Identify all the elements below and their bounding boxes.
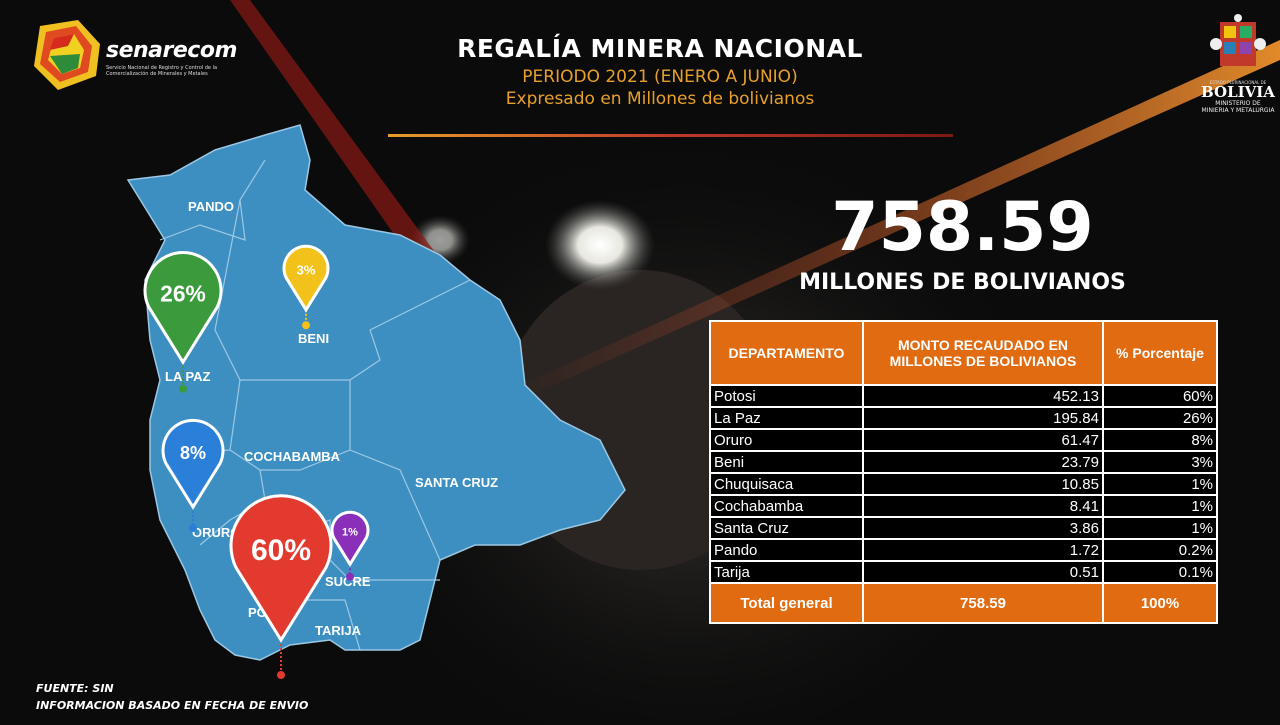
bolivia-emblem-icon: [1210, 14, 1266, 66]
map-label-cochabamba: COCHABAMBA: [244, 449, 341, 464]
amount-cell: 10.85: [862, 472, 1104, 496]
title-divider: [388, 134, 953, 137]
header: REGALÍA MINERA NACIONAL PERIODO 2021 (EN…: [390, 34, 930, 109]
header-monto: MONTO RECAUDADO EN MILLONES DE BOLIVIANO…: [862, 320, 1104, 386]
map-label-pando: PANDO: [188, 199, 234, 214]
table-row: Potosi 452.13 60%: [709, 384, 1218, 408]
percent-cell: 0.2%: [1102, 538, 1218, 562]
table-row: Chuquisaca 10.85 1%: [709, 472, 1218, 496]
amount-cell: 452.13: [862, 384, 1104, 408]
amount-cell: 23.79: [862, 450, 1104, 474]
gov-line4: MINIERIA Y METALURGIA: [1201, 107, 1275, 114]
gov-line3: MINISTERIO DE: [1215, 100, 1261, 107]
percent-cell: 1%: [1102, 516, 1218, 540]
percent-cell: 3%: [1102, 450, 1218, 474]
source-info-line: INFORMACION BASADO EN FECHA DE ENVIO: [36, 699, 309, 712]
map-pin-la-paz: 26%: [143, 251, 223, 393]
total-unit: MILLONES DE BOLIVIANOS: [799, 270, 1126, 295]
total-amount: 758.59: [862, 582, 1104, 624]
table-row: Beni 23.79 3%: [709, 450, 1218, 474]
source-note: FUENTE: SIN INFORMACION BASADO EN FECHA …: [36, 680, 308, 714]
percent-cell: 26%: [1102, 406, 1218, 430]
amount-cell: 61.47: [862, 428, 1104, 452]
total-label: Total general: [709, 582, 864, 624]
royalty-table: DEPARTAMENTO MONTO RECAUDADO EN MILLONES…: [709, 320, 1218, 624]
amount-cell: 8.41: [862, 494, 1104, 518]
dept-cell: Beni: [709, 450, 864, 474]
map-label-tarija: TARIJA: [315, 623, 362, 638]
amount-cell: 3.86: [862, 516, 1104, 540]
dept-cell: Oruro: [709, 428, 864, 452]
amount-cell: 195.84: [862, 406, 1104, 430]
map-label-la-paz: LA PAZ: [165, 369, 211, 384]
gov-line2: BOLIVIA: [1201, 83, 1275, 101]
pin-percent: 1%: [342, 526, 358, 538]
unit-note: Expresado en Millones de bolivianos: [505, 89, 815, 109]
percent-cell: 1%: [1102, 494, 1218, 518]
map-pin-sucre: 1%: [330, 510, 370, 581]
senarecom-logo: senarecom Servicio Nacional de Registro …: [28, 16, 248, 96]
logo-subtitle: Servicio Nacional de Registro y Control …: [106, 65, 218, 77]
dept-cell: Chuquisaca: [709, 472, 864, 496]
pin-percent: 26%: [160, 280, 206, 306]
map-label-sucre: SUCRE: [325, 574, 371, 589]
map-label-oruro: ORURO: [192, 525, 240, 540]
total-value: 758.59: [831, 188, 1094, 267]
dept-cell: Tarija: [709, 560, 864, 584]
table-row: Cochabamba 8.41 1%: [709, 494, 1218, 518]
map-label-santa-cruz: SANTA CRUZ: [415, 475, 498, 490]
map-pin-potos-: 60%: [229, 494, 333, 679]
map-label-beni: BENI: [298, 331, 329, 346]
percent-cell: 0.1%: [1102, 560, 1218, 584]
percent-cell: 60%: [1102, 384, 1218, 408]
dept-cell: Potosi: [709, 384, 864, 408]
source-line: FUENTE: SIN: [36, 682, 114, 695]
table-row: La Paz 195.84 26%: [709, 406, 1218, 430]
dept-cell: La Paz: [709, 406, 864, 430]
percent-cell: 8%: [1102, 428, 1218, 452]
pin-percent: 8%: [180, 443, 206, 463]
map-pin-beni: 3%: [282, 244, 330, 330]
dept-cell: Cochabamba: [709, 494, 864, 518]
table-row: Tarija 0.51 0.1%: [709, 560, 1218, 584]
gov-line1: ESTADO PLURINACIONAL DE: [1209, 80, 1267, 85]
dept-cell: Santa Cruz: [709, 516, 864, 540]
total-percent: 100%: [1102, 582, 1218, 624]
bolivia-map: PANDO BENI LA PAZ COCHABAMBA SANTA CRUZ …: [126, 124, 626, 679]
total-row: Total general 758.59 100%: [709, 582, 1218, 624]
table-row: Oruro 61.47 8%: [709, 428, 1218, 452]
map-pin-oruro: 8%: [161, 419, 225, 532]
pin-percent: 60%: [251, 534, 311, 567]
page-title: REGALÍA MINERA NACIONAL: [457, 34, 863, 63]
header-porcentaje: % Porcentaje: [1102, 320, 1218, 386]
senarecom-emblem-icon: [34, 20, 100, 90]
period: PERIODO 2021 (ENERO A JUNIO): [522, 67, 798, 87]
ministry-logo: ESTADO PLURINACIONAL DE BOLIVIA MINISTER…: [1196, 14, 1280, 124]
total-display: 758.59 MILLONES DE BOLIVIANOS: [790, 188, 1135, 295]
table-row: Santa Cruz 3.86 1%: [709, 516, 1218, 540]
pin-percent: 3%: [296, 263, 315, 278]
amount-cell: 1.72: [862, 538, 1104, 562]
department-borders: [159, 159, 471, 651]
logo-name: senarecom: [106, 38, 237, 63]
percent-cell: 1%: [1102, 472, 1218, 496]
amount-cell: 0.51: [862, 560, 1104, 584]
header-departamento: DEPARTAMENTO: [709, 320, 864, 386]
dept-cell: Pando: [709, 538, 864, 562]
table-row: Pando 1.72 0.2%: [709, 538, 1218, 562]
